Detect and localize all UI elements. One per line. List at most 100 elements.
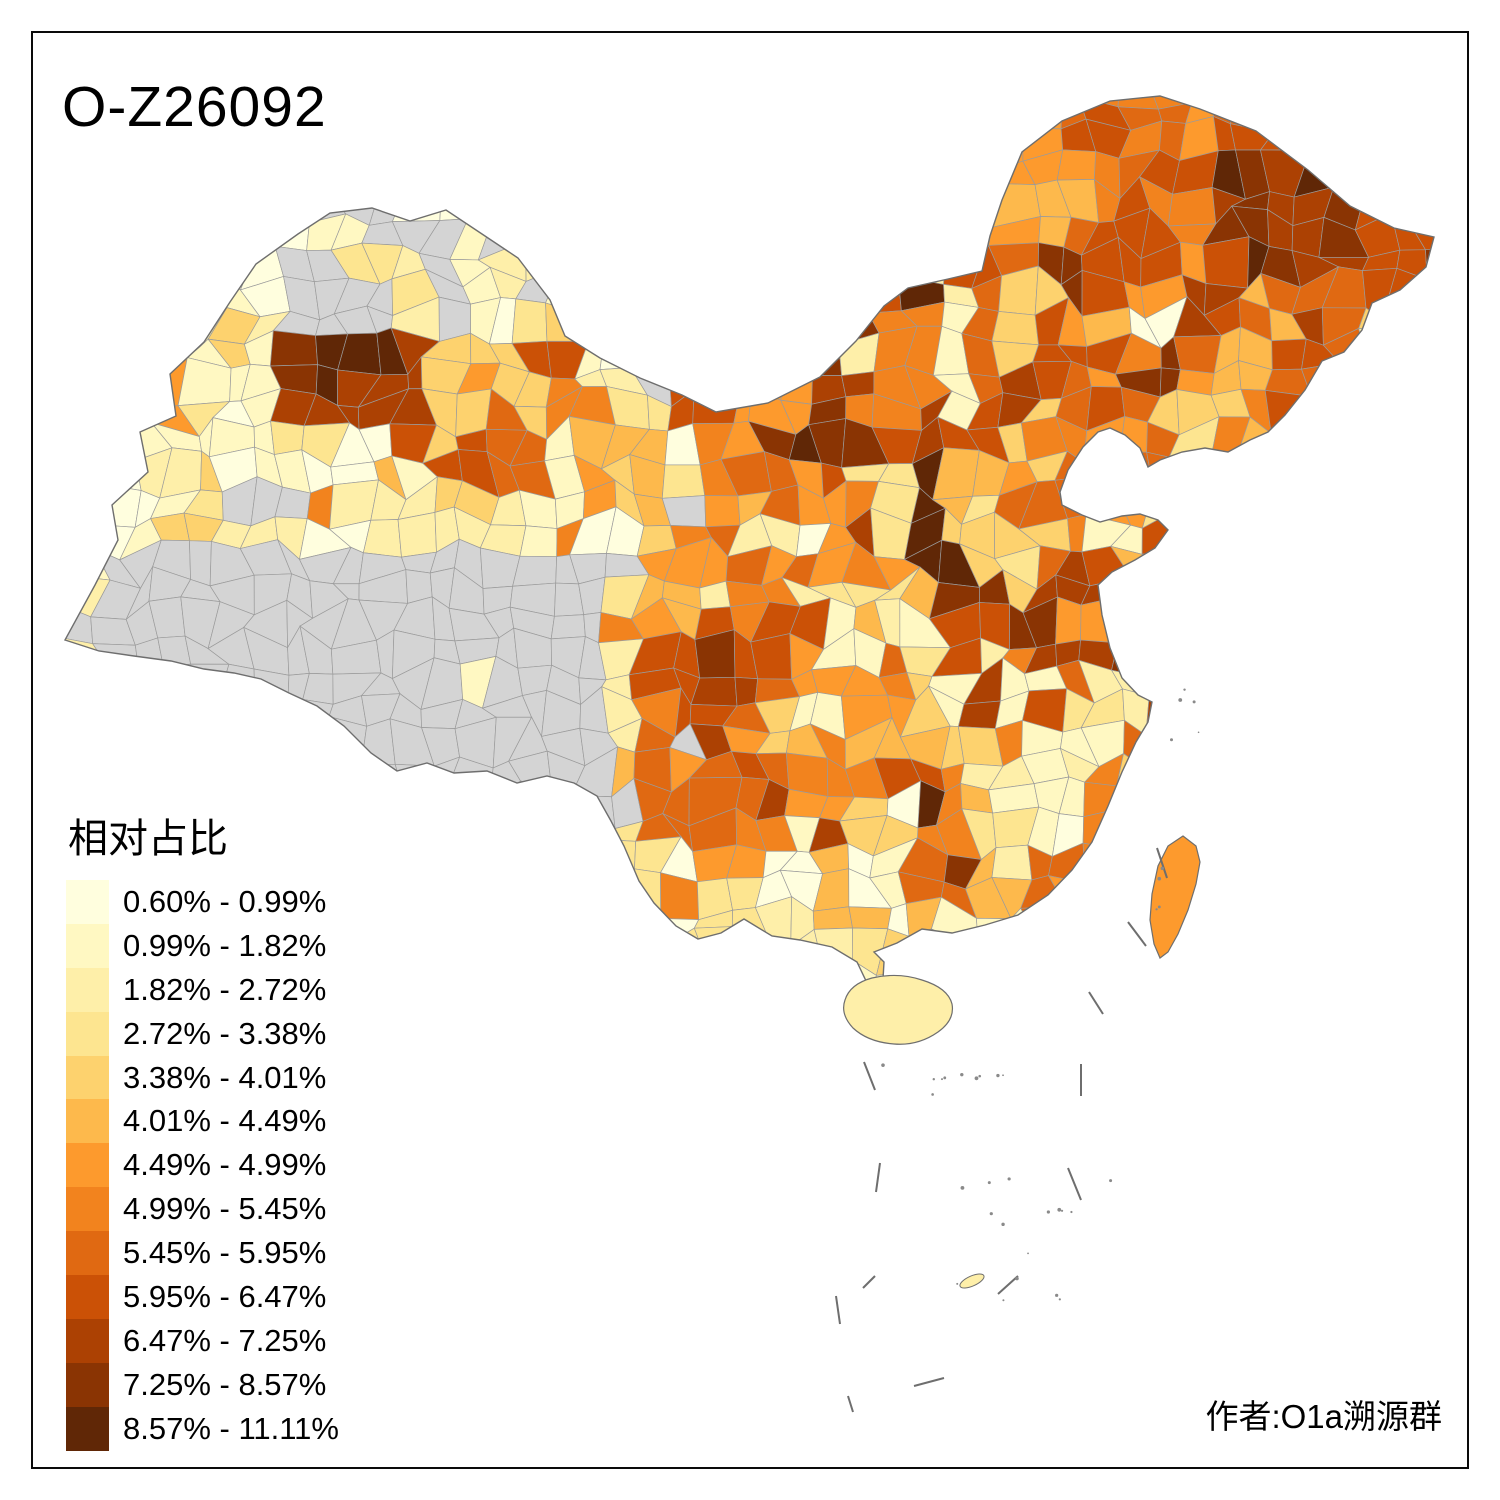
prefecture-cell [812, 906, 853, 930]
prefecture-cell [729, 216, 758, 253]
legend-color-swatch [66, 1143, 109, 1188]
prefecture-cell [1354, 446, 1401, 496]
prefecture-cell [1149, 1092, 1185, 1118]
prefecture-cell [1347, 397, 1395, 441]
prefecture-cell [1451, 604, 1487, 646]
prefecture-cell [993, 1023, 1040, 1059]
legend-class-label: 5.45% - 5.95% [123, 1235, 327, 1271]
prefecture-cell [247, 726, 285, 765]
prefecture-cell [1020, 1082, 1065, 1129]
prefecture-cell [461, 1066, 490, 1091]
prefecture-cell [1443, 997, 1490, 1022]
prefecture-cell [1295, 570, 1339, 601]
prefecture-cell [1409, 757, 1434, 790]
prefecture-cell [569, 1018, 611, 1054]
prefecture-cell [990, 96, 1030, 129]
prefecture-cell [454, 957, 495, 996]
prefecture-cell [1443, 658, 1490, 708]
prefecture-cell [1357, 514, 1400, 555]
prefecture-cell [1094, 904, 1122, 945]
prefecture-cell [118, 219, 154, 256]
prefecture-cell [241, 183, 279, 230]
prefecture-cell [543, 896, 589, 947]
prefecture-cell [438, 929, 470, 981]
prefecture-cell [391, 103, 440, 132]
prefecture-cell [1319, 513, 1372, 554]
prefecture-cell [492, 181, 528, 231]
prefecture-cell [1259, 1056, 1311, 1091]
prefecture-cell [837, 225, 887, 251]
prefecture-cell [569, 1003, 616, 1021]
islet-dot [1183, 688, 1186, 691]
prefecture-cell [813, 1047, 861, 1081]
prefecture-cell [580, 240, 611, 284]
prefecture-cell [65, 238, 101, 287]
prefecture-cell [1264, 990, 1309, 996]
prefecture-cell [1065, 904, 1101, 945]
prefecture-cell [178, 272, 228, 309]
prefecture-cell [1380, 400, 1427, 441]
prefecture-cell [695, 251, 732, 289]
prefecture-cell [1294, 716, 1343, 761]
legend-row: 2.72% - 3.38% [66, 1011, 339, 1056]
prefecture-cell [578, 118, 611, 159]
prefecture-cell [327, 754, 379, 800]
prefecture-cell [90, 447, 142, 491]
prefecture-cell [1324, 835, 1354, 890]
prefecture-cell [1241, 748, 1281, 796]
prefecture-cell [1262, 599, 1298, 631]
prefecture-cell [29, 282, 64, 311]
legend-class-label: 4.01% - 4.49% [123, 1103, 327, 1139]
prefecture-cell [1088, 1081, 1132, 1114]
prefecture-cell [701, 1049, 733, 1085]
prefecture-cell [461, 117, 494, 165]
prefecture-cell [1455, 165, 1492, 196]
prefecture-cell [1176, 634, 1218, 680]
prefecture-cell [1178, 492, 1221, 513]
prefecture-cell [779, 1076, 832, 1109]
prefecture-cell [1409, 783, 1434, 822]
prefecture-cell [521, 868, 549, 914]
prefecture-cell [1321, 669, 1362, 708]
prefecture-cell [726, 247, 763, 289]
legend-color-swatch [66, 1318, 109, 1363]
prefecture-cell [581, 1076, 612, 1123]
prefecture-cell [546, 250, 590, 282]
prefecture-cell [1155, 610, 1186, 640]
prefecture-cell [1445, 935, 1484, 980]
prefecture-cell [434, 783, 469, 819]
prefecture-cell [608, 1094, 641, 1123]
prefecture-cell [71, 547, 111, 581]
prefecture-cell [988, 929, 1035, 969]
prefecture-cell [268, 749, 312, 798]
prefecture-cell [783, 964, 825, 996]
prefecture-cell [823, 117, 848, 164]
prefecture-cell [1174, 752, 1219, 788]
prefecture-cell [1288, 875, 1342, 918]
prefecture-cell [1323, 786, 1372, 829]
prefecture-cell [1141, 506, 1182, 555]
prefecture-cell [1202, 575, 1235, 617]
prefecture-cell [1337, 702, 1362, 730]
legend-class-label: 2.72% - 3.38% [123, 1015, 327, 1051]
prefecture-cell [780, 117, 826, 166]
prefecture-cell [358, 96, 396, 105]
prefecture-cell [212, 191, 251, 230]
prefecture-cell [190, 706, 222, 728]
prefecture-cell [1319, 478, 1372, 521]
prefecture-cell [1425, 425, 1434, 471]
prefecture-cell [467, 181, 497, 220]
prefecture-cell [511, 187, 560, 231]
prefecture-cell [1452, 189, 1481, 218]
legend-row: 4.49% - 4.99% [66, 1143, 339, 1188]
prefecture-cell [1394, 1098, 1425, 1111]
prefecture-cell [1447, 487, 1481, 527]
prefecture-cell [761, 266, 786, 319]
prefecture-cell [1113, 911, 1150, 937]
prefecture-cell [1320, 997, 1370, 1038]
islet-dot [932, 1077, 935, 1081]
prefecture-cell [389, 1051, 432, 1099]
prefecture-cell [1326, 136, 1363, 166]
prefecture-cell [509, 824, 546, 857]
